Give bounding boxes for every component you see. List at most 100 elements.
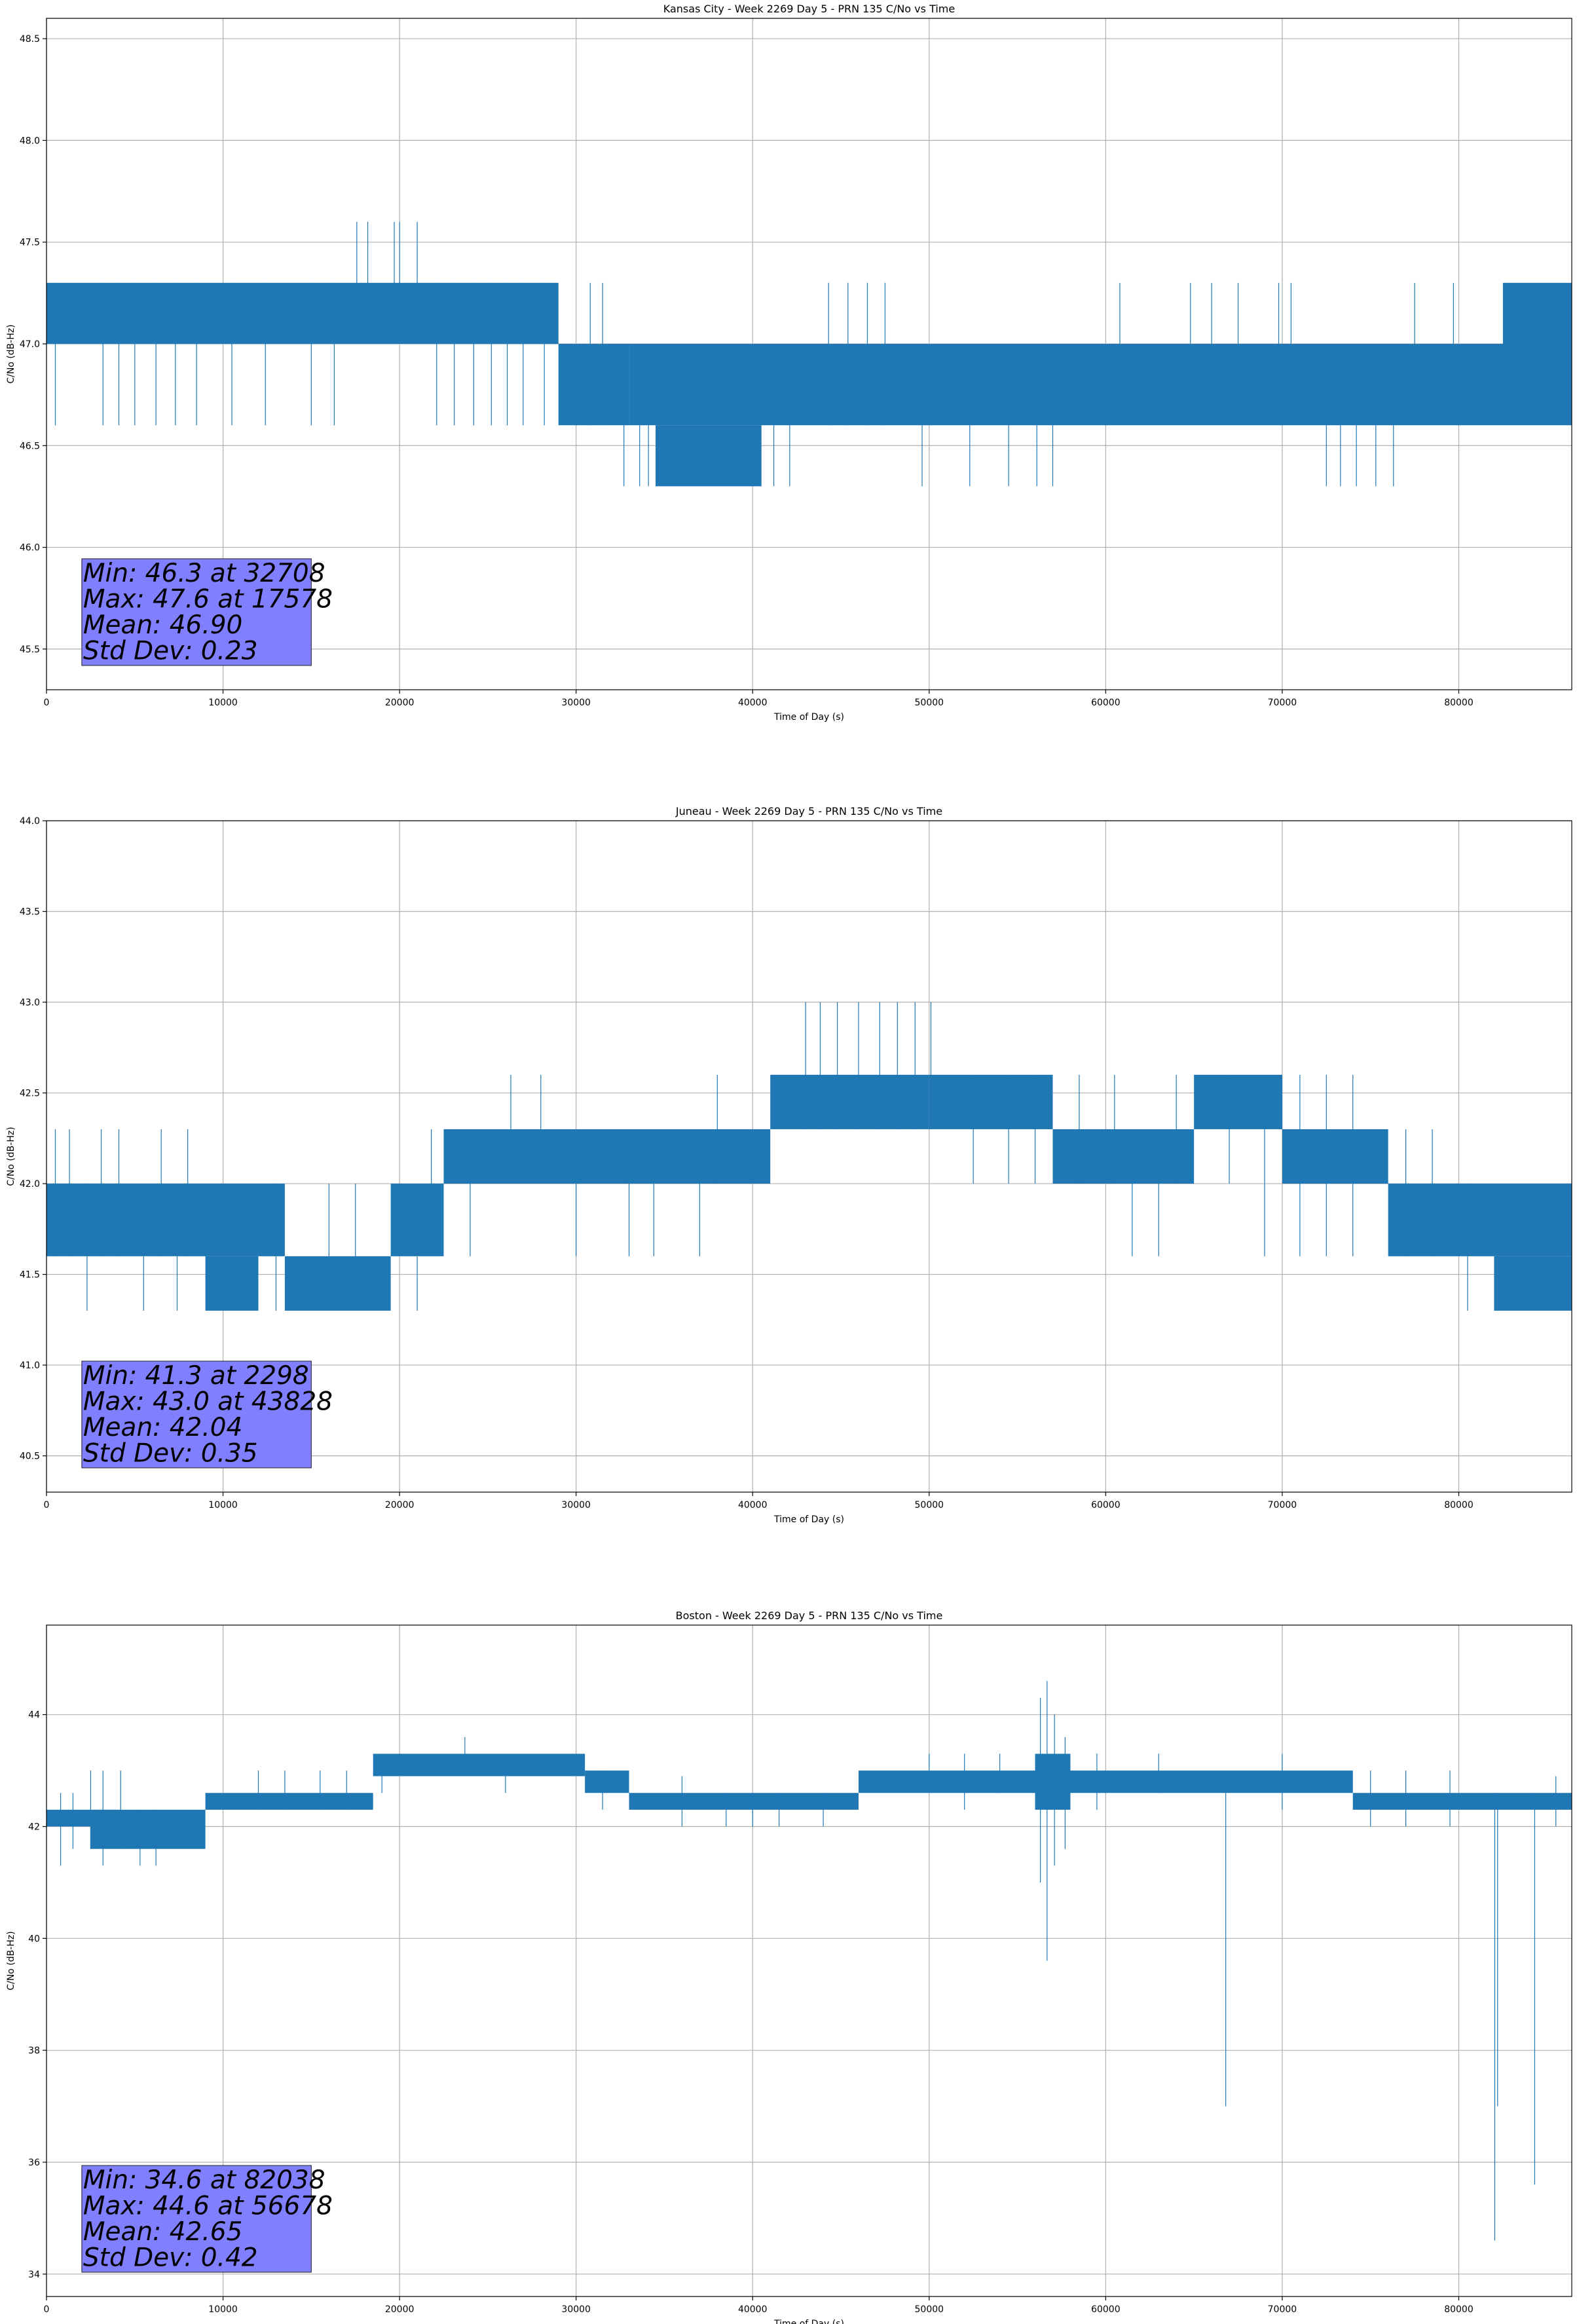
series-band (1070, 1771, 1353, 1793)
stats-line: Std Dev: 0.42 (83, 2243, 258, 2273)
x-tick-label: 50000 (915, 1500, 944, 1510)
y-tick-label: 47.5 (20, 238, 40, 248)
y-tick-label: 38 (28, 2046, 40, 2056)
series-band (629, 1793, 859, 1810)
x-tick-label: 60000 (1091, 698, 1121, 708)
x-tick-label: 20000 (385, 2304, 415, 2315)
x-tick-label: 20000 (385, 1500, 415, 1510)
x-tick-label: 30000 (561, 1500, 591, 1510)
y-tick-label: 46.5 (20, 441, 40, 451)
y-tick-label: 41.0 (20, 1360, 40, 1371)
y-tick-label: 40 (28, 1934, 40, 1944)
y-tick-label: 41.5 (20, 1270, 40, 1281)
y-axis-label: C/No (dB-Hz) (6, 1931, 16, 1990)
x-tick-label: 30000 (561, 2304, 591, 2315)
y-tick-label: 44.0 (20, 816, 40, 827)
y-tick-label: 47.0 (20, 339, 40, 350)
series-band (929, 1074, 1053, 1129)
x-tick-label: 10000 (208, 2304, 238, 2315)
series-band (46, 1184, 259, 1256)
x-tick-label: 40000 (738, 2304, 768, 2315)
y-tick-label: 48.0 (20, 136, 40, 146)
x-tick-label: 50000 (915, 2304, 944, 2315)
series-band (629, 343, 1572, 426)
x-tick-label: 60000 (1091, 2304, 1121, 2315)
x-tick-label: 0 (44, 2304, 50, 2315)
series-band (1502, 282, 1572, 344)
stats-line: Mean: 46.90 (83, 610, 242, 640)
stats-box (81, 1360, 312, 1469)
series-band (1388, 1184, 1572, 1256)
x-tick-label: 60000 (1091, 1500, 1121, 1510)
x-tick-label: 30000 (561, 698, 591, 708)
series-band (258, 1184, 285, 1256)
y-tick-label: 44 (28, 1710, 40, 1721)
series-band (770, 1074, 929, 1129)
series-band (205, 1793, 373, 1810)
stats-line: Std Dev: 0.23 (83, 637, 258, 666)
stats-line: Mean: 42.65 (83, 2217, 242, 2247)
stats-line: Max: 43.0 at 43828 (83, 1387, 333, 1417)
y-tick-label: 43.0 (20, 998, 40, 1008)
series-band (1494, 1256, 1572, 1311)
x-tick-label: 0 (44, 698, 50, 708)
series-band (284, 1256, 391, 1311)
series-band (443, 1129, 771, 1184)
stats-line: Min: 46.3 at 32708 (83, 559, 325, 588)
x-axis-label: Time of Day (s) (773, 1514, 844, 1525)
series-band (1194, 1074, 1282, 1129)
x-tick-label: 10000 (208, 698, 238, 708)
series-group (46, 1681, 1572, 2241)
chart-panel-3: Boston - Week 2269 Day 5 - PRN 135 C/No … (6, 1609, 1572, 2324)
y-tick-label: 45.5 (20, 645, 40, 655)
x-tick-label: 50000 (915, 698, 944, 708)
x-axis-label: Time of Day (s) (773, 2319, 844, 2324)
series-band (1282, 1129, 1388, 1184)
x-tick-label: 80000 (1444, 1500, 1474, 1510)
chart-panel-2: Juneau - Week 2269 Day 5 - PRN 135 C/No … (6, 805, 1572, 1525)
y-tick-label: 48.5 (20, 34, 40, 45)
series-group (46, 1002, 1572, 1311)
x-tick-label: 40000 (738, 698, 768, 708)
chart-title: Boston - Week 2269 Day 5 - PRN 135 C/No … (676, 1609, 943, 1622)
x-tick-label: 80000 (1444, 698, 1474, 708)
series-band (46, 282, 559, 344)
x-tick-label: 20000 (385, 698, 415, 708)
y-axis-label: C/No (dB-Hz) (6, 1127, 16, 1186)
chart-panel-1: Kansas City - Week 2269 Day 5 - PRN 135 … (6, 3, 1572, 722)
y-tick-label: 42.5 (20, 1089, 40, 1099)
y-tick-label: 42.0 (20, 1179, 40, 1190)
stats-line: Min: 41.3 at 2298 (83, 1361, 309, 1391)
y-tick-label: 40.5 (20, 1452, 40, 1462)
series-band (1035, 1753, 1071, 1810)
y-axis-label: C/No (dB-Hz) (6, 324, 16, 383)
y-tick-label: 43.5 (20, 907, 40, 918)
x-tick-label: 10000 (208, 1500, 238, 1510)
series-band (1352, 1793, 1572, 1810)
stats-box (81, 2165, 312, 2273)
series-band (558, 343, 629, 426)
stats-line: Max: 44.6 at 56678 (83, 2192, 333, 2221)
x-tick-label: 40000 (738, 1500, 768, 1510)
stats-line: Std Dev: 0.35 (83, 1439, 258, 1469)
series-band (585, 1771, 629, 1793)
stats-line: Min: 34.6 at 82038 (83, 2165, 325, 2195)
series-band (90, 1809, 206, 1849)
y-tick-label: 46.0 (20, 543, 40, 553)
x-axis-label: Time of Day (s) (773, 712, 844, 722)
chart-title: Juneau - Week 2269 Day 5 - PRN 135 C/No … (675, 805, 942, 817)
stats-line: Mean: 42.04 (83, 1413, 242, 1442)
axes-frame (46, 1624, 1572, 2297)
series-band (390, 1184, 444, 1256)
axes-frame (46, 18, 1572, 690)
series-group (46, 221, 1572, 487)
stats-line: Max: 47.6 at 17578 (83, 585, 333, 614)
axes-frame (46, 820, 1572, 1493)
series-band (1052, 1129, 1195, 1184)
stats-box (81, 558, 312, 666)
chart-title: Kansas City - Week 2269 Day 5 - PRN 135 … (663, 3, 955, 15)
x-tick-label: 70000 (1268, 698, 1297, 708)
series-band (205, 1256, 259, 1311)
x-tick-label: 0 (44, 1500, 50, 1510)
